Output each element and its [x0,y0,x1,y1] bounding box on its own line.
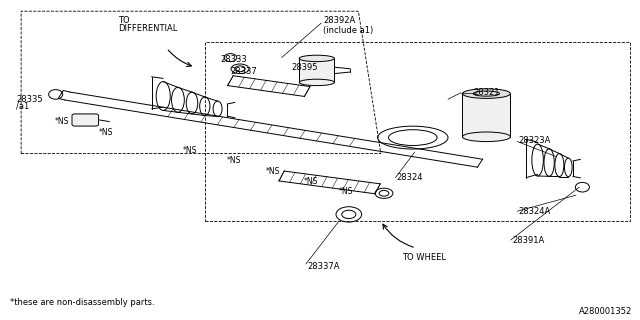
Ellipse shape [300,79,335,85]
Text: A280001352: A280001352 [579,307,632,316]
Text: 28324: 28324 [397,173,423,182]
Text: 28324A: 28324A [518,207,550,216]
Ellipse shape [462,132,511,141]
Text: 28333: 28333 [221,55,248,64]
Text: 28337: 28337 [230,68,257,76]
Text: DIFFERENTIAL: DIFFERENTIAL [118,24,178,33]
FancyBboxPatch shape [72,114,99,126]
Polygon shape [300,58,334,82]
Text: TO WHEEL: TO WHEEL [402,253,446,262]
Text: *NS: *NS [266,167,280,176]
Text: /a1: /a1 [16,102,29,111]
Text: 28395: 28395 [291,63,317,72]
Ellipse shape [462,89,511,99]
Text: *NS: *NS [99,128,113,137]
Text: (include a1): (include a1) [323,26,374,35]
Text: 28323A: 28323A [518,136,551,145]
Ellipse shape [300,55,335,61]
Text: 28321: 28321 [474,88,500,97]
Text: 28335: 28335 [16,95,43,104]
Text: 28391A: 28391A [512,236,544,245]
Text: 28337A: 28337A [307,262,340,271]
Text: *NS: *NS [227,156,241,165]
Text: *NS: *NS [339,188,353,196]
Text: TO: TO [118,16,130,25]
Text: *NS: *NS [182,146,196,155]
Text: *NS: *NS [304,177,318,186]
Text: 28392A: 28392A [323,16,355,25]
Polygon shape [463,93,511,137]
Text: *these are non-disassembly parts.: *these are non-disassembly parts. [10,298,154,307]
Text: *NS: *NS [54,117,68,126]
